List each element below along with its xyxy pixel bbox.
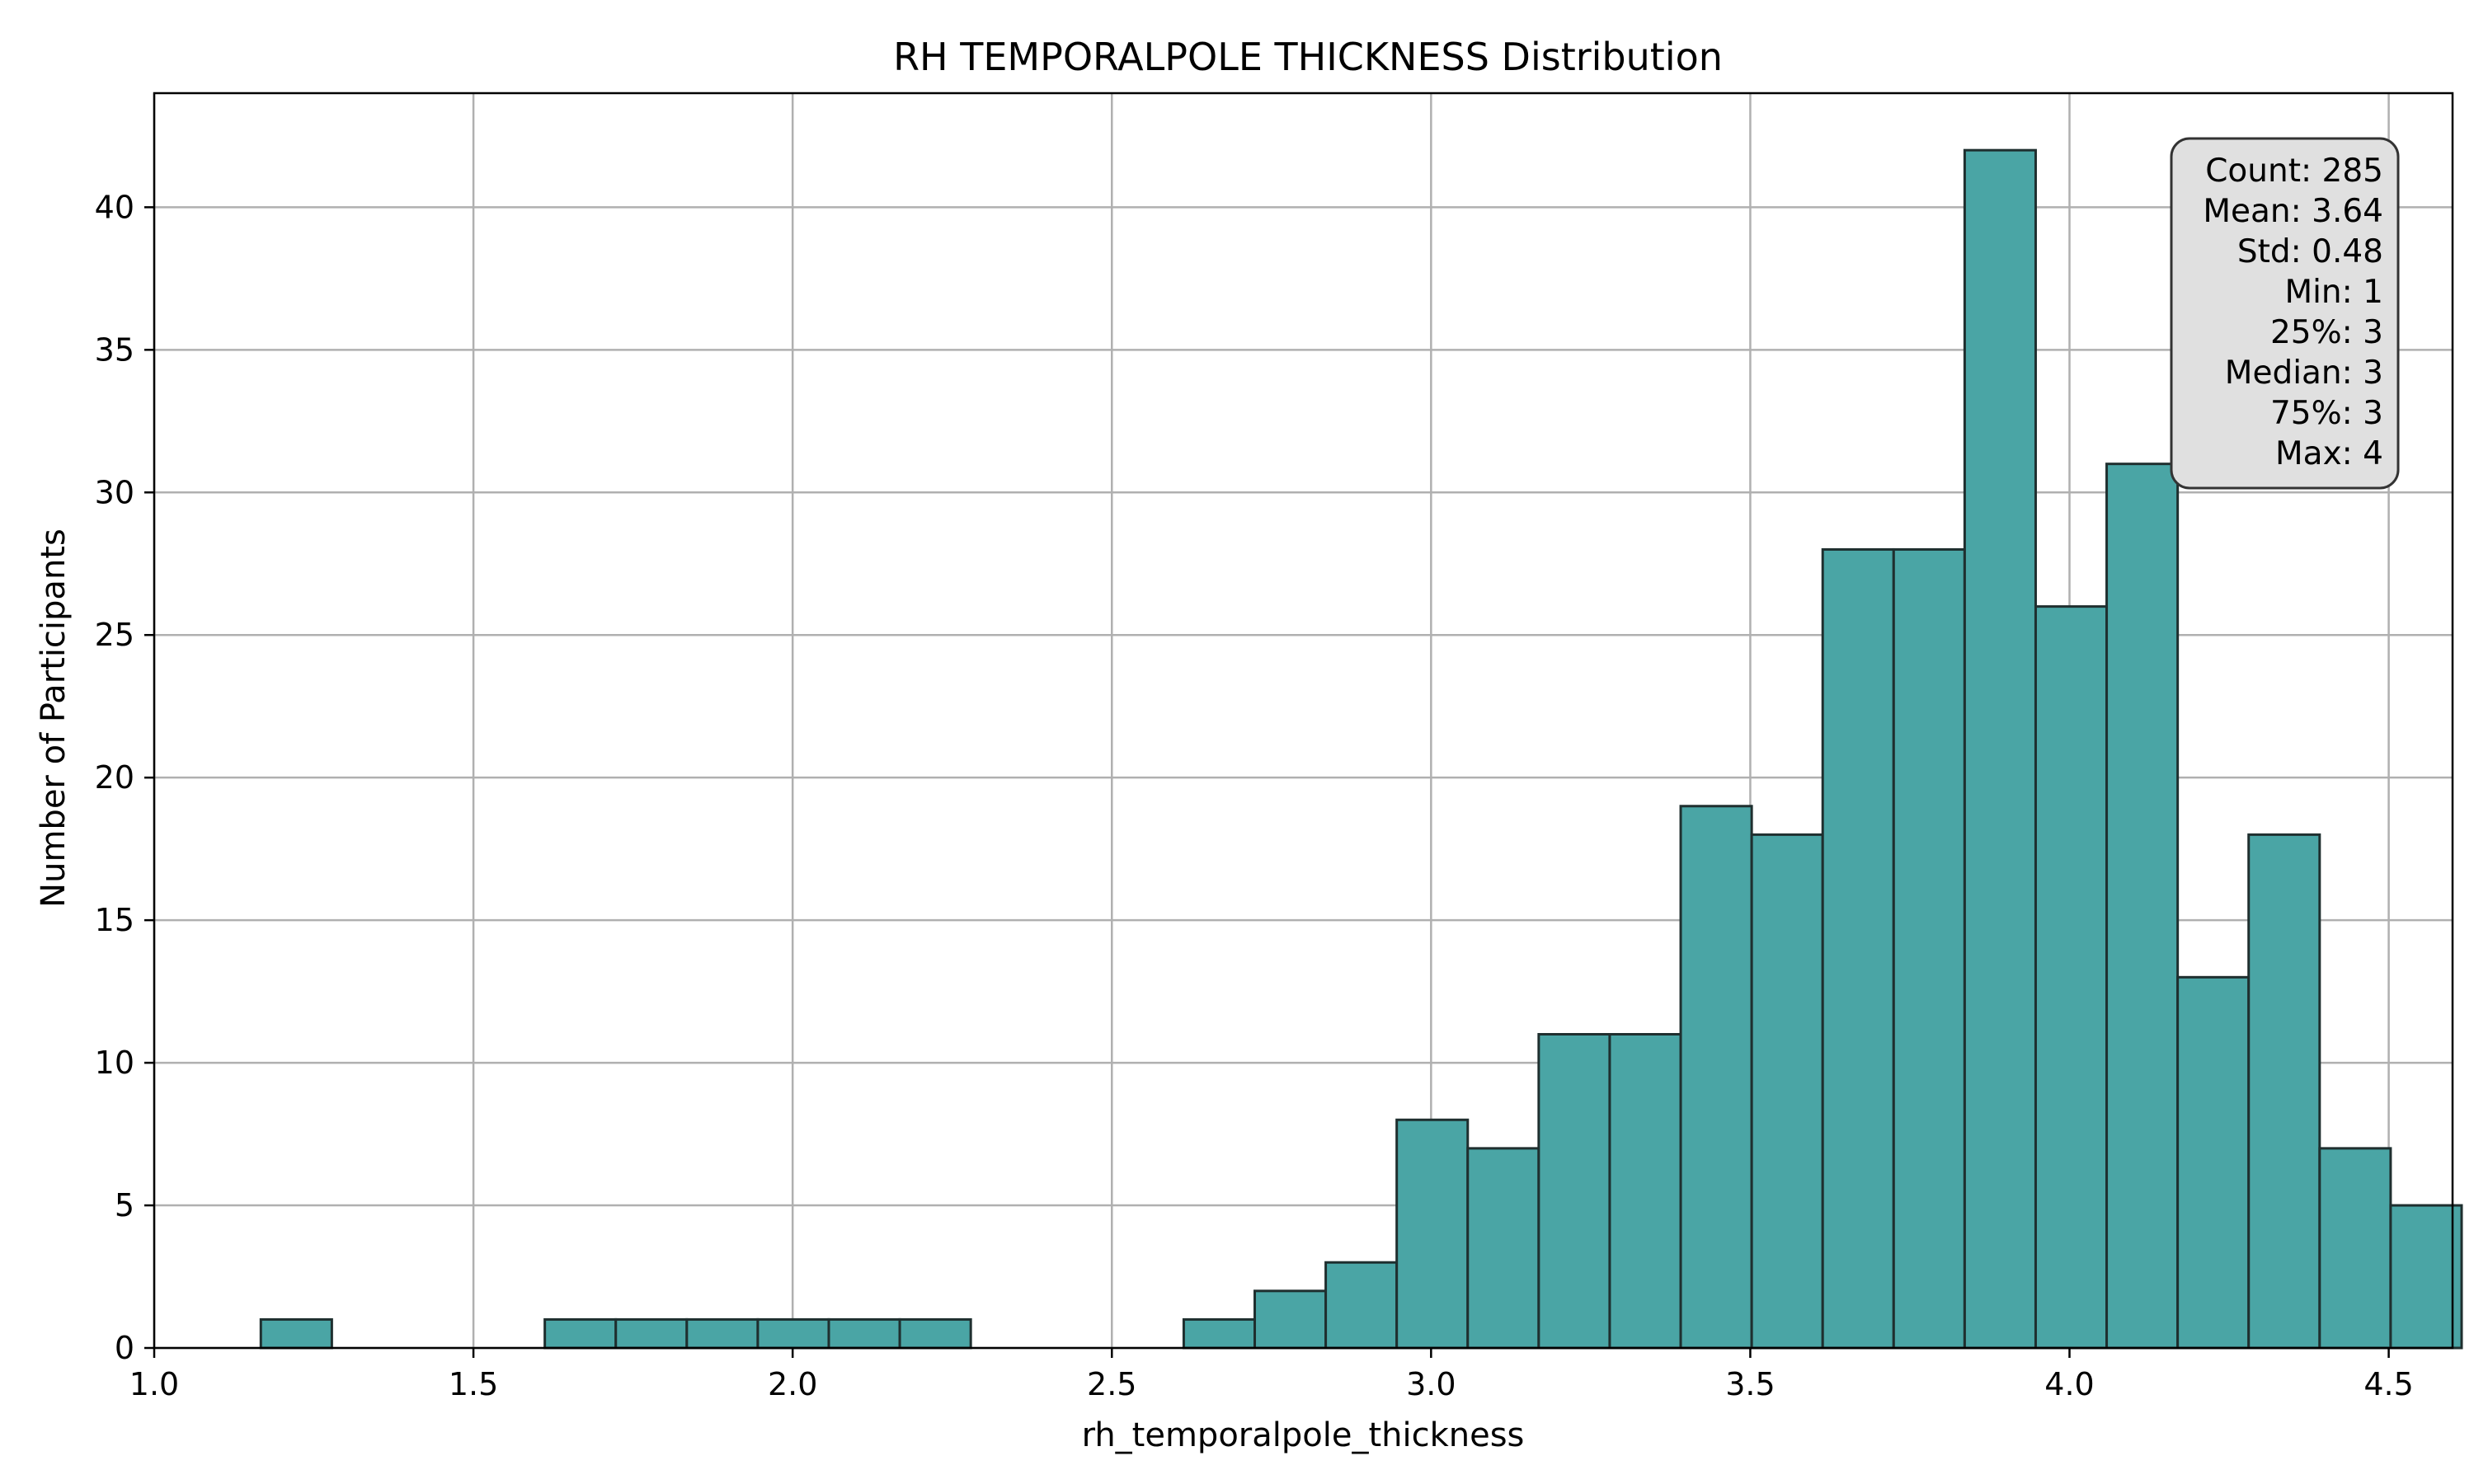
- y-tick-label: 30: [95, 474, 134, 510]
- histogram-bar: [1182, 1317, 1257, 1350]
- y-tick-label: 25: [95, 617, 134, 653]
- stats-line: Min: 1: [2284, 274, 2383, 311]
- y-tick-label: 0: [115, 1330, 134, 1366]
- histogram-bar: [2247, 833, 2321, 1350]
- histogram-bar: [898, 1317, 972, 1350]
- histogram-bar: [543, 1317, 618, 1350]
- x-axis-title: rh_temporalpole_thickness: [1082, 1416, 1525, 1454]
- y-tick-label: 5: [115, 1187, 134, 1223]
- stats-line: 25%: 3: [2270, 314, 2383, 351]
- histogram-bar: [2105, 463, 2180, 1350]
- histogram-bar: [685, 1317, 760, 1350]
- histogram-bar: [1253, 1289, 1328, 1350]
- ticks-layer: 1.0 1.5 2.0 2.5 3.0 3.5 4.0 4.5 0 5 10 15 20 25 30 35 40: [95, 189, 2414, 1402]
- stats-line: Count: 285: [2205, 153, 2383, 190]
- stats-box-background: [2170, 137, 2400, 490]
- x-tick-label: 4.0: [2044, 1366, 2094, 1402]
- histogram-bar: [1608, 1033, 1682, 1350]
- chart-title: RH TEMPORALPOLE THICKNESS Distribution: [893, 35, 1723, 79]
- x-tick-label: 1.5: [449, 1366, 498, 1402]
- y-tick-label: 20: [95, 759, 134, 796]
- stats-line: Mean: 3.64: [2203, 193, 2383, 230]
- histogram-bar: [1395, 1118, 1470, 1350]
- x-tick-label: 4.5: [2363, 1366, 2413, 1402]
- histogram-bar: [2318, 1147, 2392, 1350]
- histogram-bar: [2389, 1204, 2463, 1350]
- histogram-bar: [756, 1317, 830, 1350]
- stats-line: Max: 4: [2275, 435, 2383, 472]
- stats-line: Median: 3: [2225, 355, 2383, 392]
- histogram-bar: [1537, 1033, 1611, 1350]
- histogram-bar: [2176, 975, 2251, 1350]
- x-tick-label: 2.5: [1087, 1366, 1136, 1402]
- histogram-bar: [1963, 148, 2037, 1350]
- x-tick-label: 3.5: [1725, 1366, 1775, 1402]
- stats-line: Std: 0.48: [2237, 233, 2383, 270]
- x-tick-label: 2.0: [768, 1366, 817, 1402]
- histogram-bar: [1324, 1261, 1399, 1350]
- histogram-bar: [1821, 547, 1895, 1350]
- y-tick-label: 10: [95, 1045, 134, 1081]
- histogram-bar: [827, 1317, 901, 1350]
- y-axis-title: Number of Participants: [35, 528, 73, 908]
- histogram-bar: [1750, 833, 1824, 1350]
- bars-layer: [259, 148, 2463, 1350]
- histogram-bar: [2034, 605, 2109, 1350]
- x-tick-label: 1.0: [129, 1366, 179, 1402]
- histogram-bar: [614, 1317, 689, 1350]
- histogram-bar: [1466, 1147, 1540, 1350]
- y-tick-label: 40: [95, 189, 134, 225]
- stats-line: 75%: 3: [2270, 395, 2383, 432]
- histogram-bar: [1892, 547, 1966, 1350]
- histogram-bar: [1679, 805, 1753, 1350]
- x-tick-label: 3.0: [1406, 1366, 1456, 1402]
- plot-frame: [153, 92, 2454, 1350]
- y-tick-label: 15: [95, 902, 134, 938]
- histogram-bar: [259, 1317, 333, 1350]
- y-tick-label: 35: [95, 331, 134, 368]
